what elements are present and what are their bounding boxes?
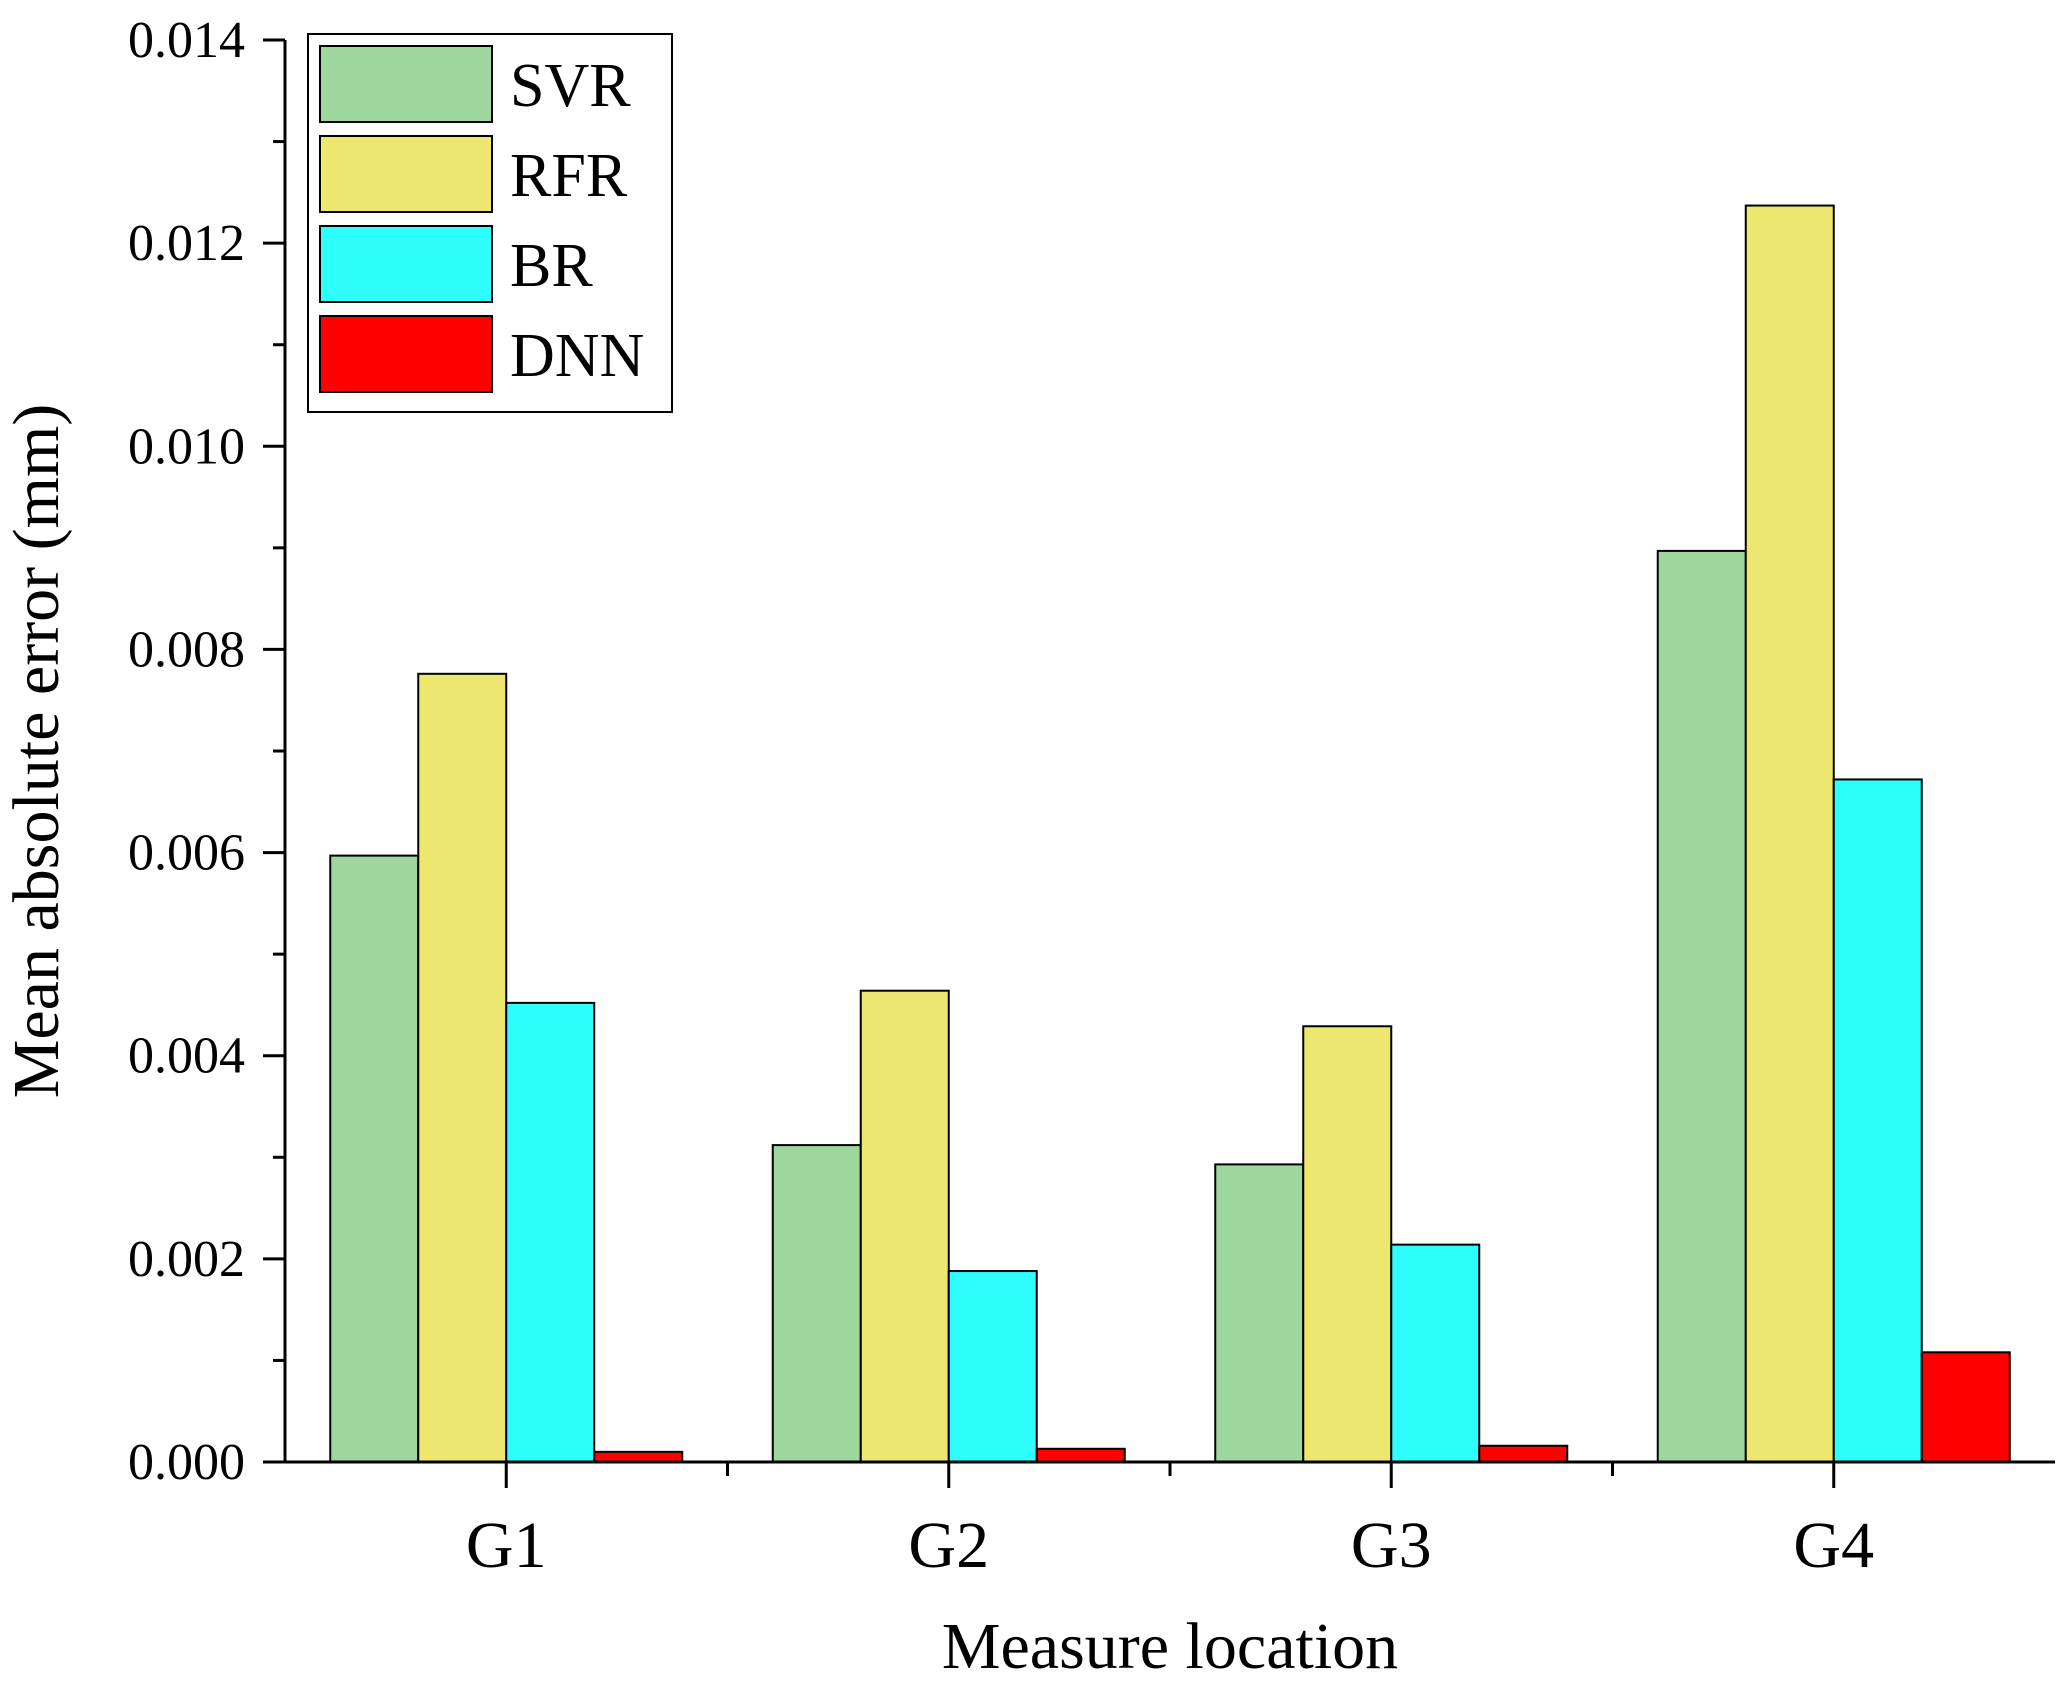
y-axis-title: Mean absolute error (mm) [0,404,73,1099]
bar-svr-g2 [771,1144,862,1464]
x-tick-label: G2 [908,1509,989,1582]
bar-br-g3 [1390,1243,1481,1463]
bar-br-g2 [947,1270,1038,1463]
y-tick-label: 0.000 [128,1434,245,1491]
bar-dnn-g4 [1920,1351,2011,1463]
bar-br-g1 [505,1001,596,1463]
y-tick-label: 0.006 [128,825,245,882]
y-tick-label: 0.010 [128,418,245,475]
bar-rfr-g2 [859,989,950,1463]
bar-rfr-g3 [1302,1025,1393,1463]
legend-label-rfr: RFR [510,142,628,210]
y-tick-label: 0.008 [128,621,245,678]
x-axis-title: Measure location [942,1610,1398,1683]
legend-swatch-rfr [319,135,493,213]
bar-rfr-g1 [417,672,508,1463]
y-ticks-group: 0.000 0.002 0.004 0.006 0.008 0.010 0.012 0.014 [128,12,285,1491]
bar-svr-g3 [1214,1163,1305,1464]
legend-label-br: BR [510,232,593,300]
bars-group [329,204,2011,1464]
legend: SVR RFR BR DNN [307,33,673,413]
bar-rfr-g4 [1744,204,1835,1464]
legend-label-dnn: DNN [510,322,644,390]
y-tick-label: 0.014 [128,12,245,69]
bar-dnn-g1 [593,1450,684,1464]
bar-svr-g1 [329,854,420,1463]
legend-swatch-dnn [319,315,493,393]
x-tick-label: G3 [1351,1509,1432,1582]
legend-label-svr: SVR [510,52,631,120]
bar-svr-g4 [1656,549,1747,1463]
legend-swatch-svr [319,45,493,123]
y-tick-label: 0.002 [128,1231,245,1288]
bar-br-g4 [1832,778,1923,1463]
legend-swatch-br [319,225,493,303]
x-tick-label: G1 [466,1509,547,1582]
bar-dnn-g2 [1035,1447,1126,1463]
x-tick-label: G4 [1793,1509,1874,1582]
bar-dnn-g3 [1478,1444,1569,1463]
y-tick-label: 0.004 [128,1028,245,1085]
x-ticks-group: G1 G2 G3 G4 [466,1462,1874,1582]
y-tick-label: 0.012 [128,215,245,272]
